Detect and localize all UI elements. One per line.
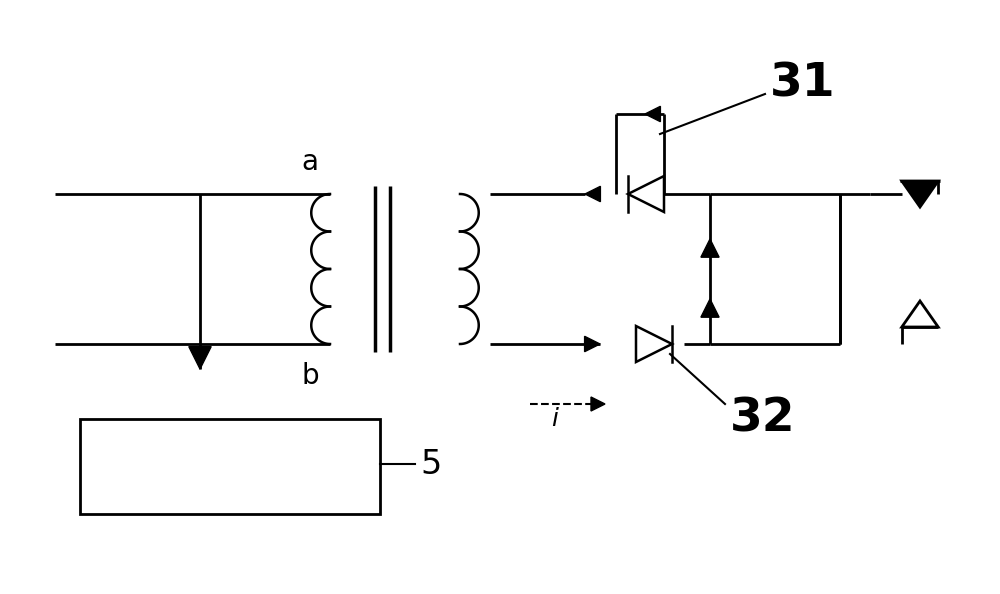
Polygon shape <box>591 397 605 411</box>
Polygon shape <box>645 106 660 122</box>
Text: i: i <box>552 407 558 431</box>
Polygon shape <box>902 181 938 207</box>
Text: 31: 31 <box>770 62 836 106</box>
Polygon shape <box>585 336 600 352</box>
Polygon shape <box>701 299 719 317</box>
Polygon shape <box>189 347 211 369</box>
Text: b: b <box>301 362 319 390</box>
Polygon shape <box>902 301 938 327</box>
Polygon shape <box>701 239 719 257</box>
Polygon shape <box>636 326 672 362</box>
Text: 32: 32 <box>730 397 796 441</box>
Text: 5: 5 <box>420 447 441 481</box>
Bar <box>80 419 380 514</box>
Text: a: a <box>302 148 318 176</box>
Polygon shape <box>585 187 600 202</box>
Polygon shape <box>628 176 664 212</box>
